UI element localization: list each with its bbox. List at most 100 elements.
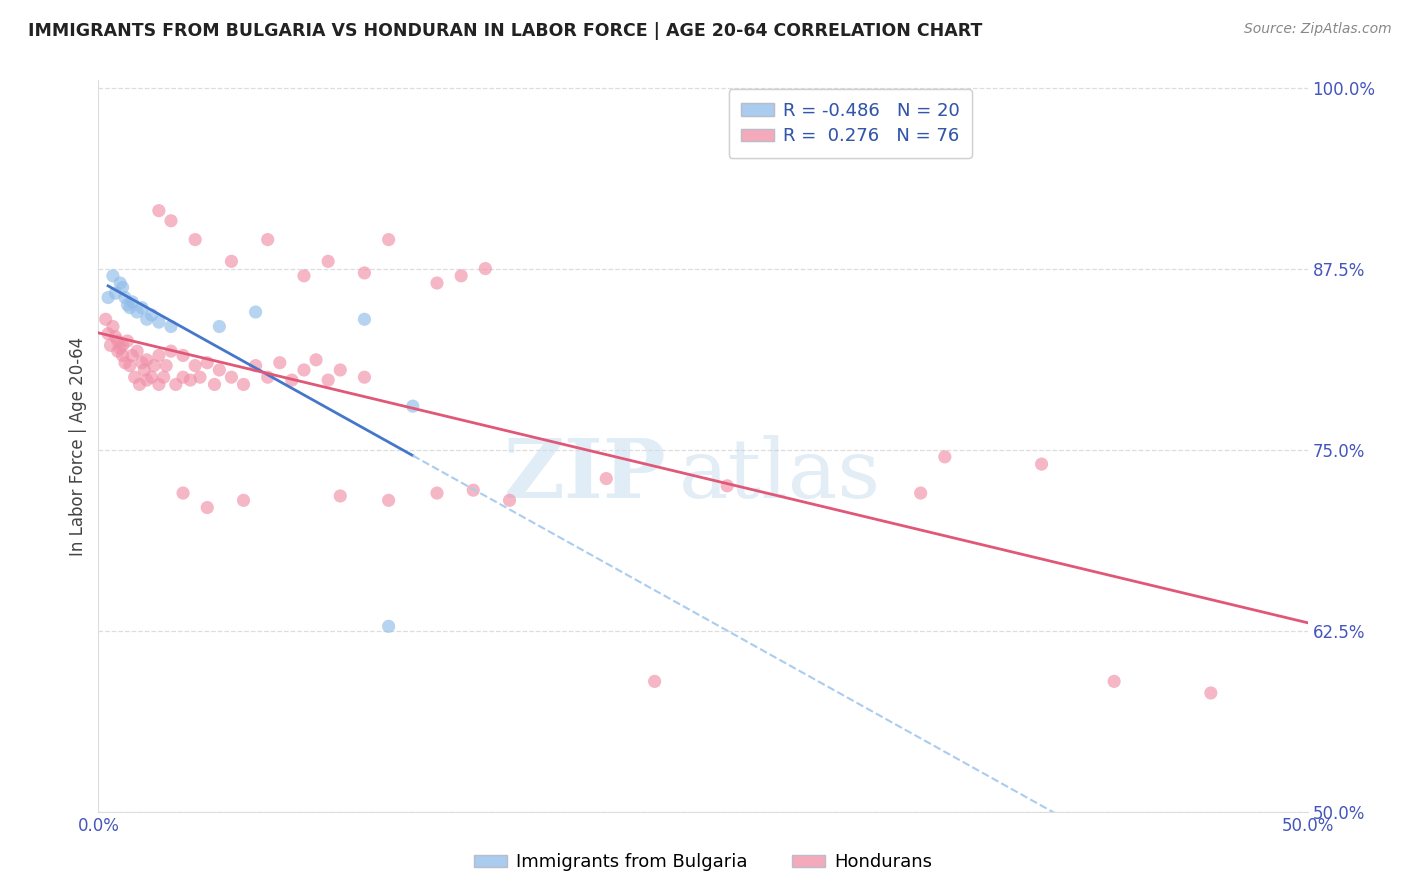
- Point: [329, 363, 352, 377]
- Point: [329, 489, 352, 503]
- Point: [111, 338, 134, 352]
- Point: [148, 315, 170, 329]
- Text: atlas: atlas: [679, 435, 882, 516]
- Point: [498, 493, 520, 508]
- Point: [426, 486, 449, 500]
- Point: [353, 312, 375, 326]
- Point: [148, 203, 170, 218]
- Point: [143, 359, 166, 373]
- Point: [121, 294, 143, 309]
- Y-axis label: In Labor Force | Age 20-64: In Labor Force | Age 20-64: [69, 336, 87, 556]
- Point: [292, 268, 315, 283]
- Point: [184, 233, 207, 247]
- Point: [316, 373, 339, 387]
- Point: [402, 399, 425, 413]
- Point: [245, 305, 267, 319]
- Point: [101, 319, 124, 334]
- Point: [160, 214, 183, 228]
- Point: [131, 356, 153, 370]
- Point: [377, 493, 399, 508]
- Point: [910, 486, 932, 500]
- Point: [111, 280, 134, 294]
- Point: [118, 359, 141, 373]
- Point: [111, 349, 134, 363]
- Point: [97, 291, 120, 305]
- Point: [426, 276, 449, 290]
- Point: [716, 479, 738, 493]
- Point: [208, 363, 231, 377]
- Point: [305, 352, 328, 367]
- Point: [100, 338, 122, 352]
- Point: [644, 674, 666, 689]
- Point: [221, 370, 243, 384]
- Point: [148, 349, 170, 363]
- Point: [101, 268, 124, 283]
- Point: [160, 319, 183, 334]
- Point: [292, 363, 315, 377]
- Point: [184, 359, 207, 373]
- Point: [172, 349, 194, 363]
- Point: [172, 486, 194, 500]
- Point: [245, 359, 267, 373]
- Point: [160, 344, 183, 359]
- Point: [108, 341, 131, 355]
- Point: [281, 373, 304, 387]
- Point: [121, 349, 143, 363]
- Point: [135, 352, 157, 367]
- Point: [127, 305, 149, 319]
- Point: [127, 344, 149, 359]
- Point: [256, 370, 278, 384]
- Point: [1199, 686, 1222, 700]
- Text: IMMIGRANTS FROM BULGARIA VS HONDURAN IN LABOR FORCE | AGE 20-64 CORRELATION CHAR: IMMIGRANTS FROM BULGARIA VS HONDURAN IN …: [28, 22, 983, 40]
- Point: [114, 356, 136, 370]
- Point: [377, 233, 399, 247]
- Point: [104, 286, 127, 301]
- Legend: R = -0.486   N = 20, R =  0.276   N = 76: R = -0.486 N = 20, R = 0.276 N = 76: [728, 89, 972, 158]
- Point: [135, 312, 157, 326]
- Point: [148, 377, 170, 392]
- Point: [104, 329, 127, 343]
- Point: [208, 319, 231, 334]
- Point: [474, 261, 496, 276]
- Point: [1031, 457, 1053, 471]
- Point: [232, 493, 254, 508]
- Point: [463, 483, 485, 498]
- Point: [353, 266, 375, 280]
- Point: [107, 334, 129, 348]
- Point: [221, 254, 243, 268]
- Point: [135, 373, 157, 387]
- Point: [141, 370, 163, 384]
- Text: Source: ZipAtlas.com: Source: ZipAtlas.com: [1244, 22, 1392, 37]
- Point: [131, 301, 153, 315]
- Point: [124, 370, 146, 384]
- Point: [134, 363, 156, 377]
- Point: [595, 472, 617, 486]
- Point: [117, 298, 139, 312]
- Point: [165, 377, 187, 392]
- Point: [94, 312, 117, 326]
- Point: [141, 308, 163, 322]
- Point: [128, 377, 150, 392]
- Point: [195, 500, 218, 515]
- Point: [256, 233, 278, 247]
- Point: [155, 359, 177, 373]
- Point: [152, 370, 174, 384]
- Point: [179, 373, 201, 387]
- Point: [269, 356, 291, 370]
- Point: [353, 370, 375, 384]
- Point: [188, 370, 211, 384]
- Point: [377, 619, 399, 633]
- Point: [117, 334, 139, 348]
- Point: [450, 268, 472, 283]
- Point: [114, 291, 136, 305]
- Point: [232, 377, 254, 392]
- Point: [195, 356, 218, 370]
- Point: [97, 326, 120, 341]
- Point: [204, 377, 226, 392]
- Point: [934, 450, 956, 464]
- Legend: Immigrants from Bulgaria, Hondurans: Immigrants from Bulgaria, Hondurans: [467, 847, 939, 879]
- Point: [108, 276, 131, 290]
- Point: [118, 301, 141, 315]
- Point: [172, 370, 194, 384]
- Point: [1102, 674, 1125, 689]
